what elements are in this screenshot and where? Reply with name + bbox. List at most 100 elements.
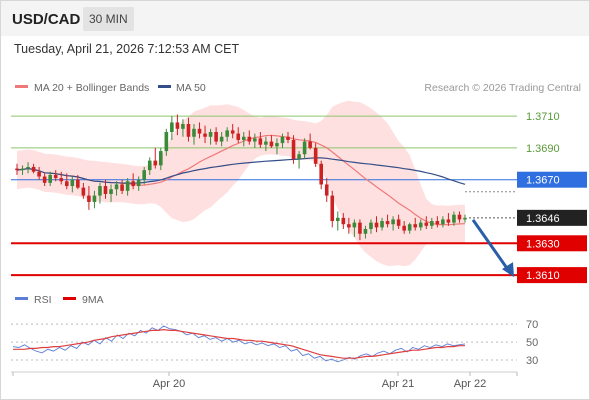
- candle-body: [103, 186, 108, 194]
- candle-body: [147, 160, 152, 171]
- timeframe-badge[interactable]: 30 MIN: [83, 7, 134, 31]
- candle: [324, 178, 329, 202]
- candle: [92, 190, 97, 209]
- ma9-legend-swatch: [63, 297, 76, 300]
- rsi-line: [12, 325, 466, 363]
- candle: [48, 171, 52, 187]
- candle: [385, 214, 390, 228]
- candle-body: [20, 168, 25, 171]
- candle: [31, 163, 36, 174]
- candle: [109, 184, 113, 202]
- candle: [413, 217, 418, 231]
- candle-body: [275, 143, 279, 147]
- candle: [241, 131, 246, 147]
- candle: [396, 214, 401, 229]
- candle: [81, 182, 86, 199]
- candle-body: [452, 214, 456, 223]
- candle: [125, 178, 130, 196]
- symbol-title: USD/CAD: [12, 11, 81, 28]
- ma50-legend-label: MA 50: [176, 82, 206, 94]
- level-label-support: 1.3610: [526, 270, 560, 282]
- candle-body: [170, 122, 174, 132]
- candle-body: [98, 186, 102, 196]
- moving-averages: [16, 134, 466, 226]
- candle: [430, 217, 434, 229]
- candle-body: [380, 221, 384, 228]
- candle-body: [391, 219, 395, 225]
- current-price-tag: [517, 209, 587, 226]
- candle-body: [407, 224, 412, 231]
- level-label-support: 1.3630: [526, 238, 560, 250]
- candle-body: [225, 130, 229, 137]
- candle-body: [374, 222, 379, 228]
- candle-body: [59, 178, 64, 182]
- candle-body: [109, 189, 113, 194]
- candle-body: [64, 181, 69, 187]
- copyright-label: Research © 2026 Trading Central: [424, 82, 581, 94]
- candle-body: [313, 147, 318, 164]
- time-tick-label: Apr 22: [454, 378, 486, 390]
- level-label-resistance: 1.3690: [526, 143, 560, 155]
- candle-body: [335, 217, 340, 222]
- candle: [330, 190, 335, 228]
- candle: [335, 211, 340, 231]
- level-label-pivot: 1.3670: [526, 175, 560, 187]
- candle-body: [208, 131, 213, 137]
- candle: [59, 171, 64, 185]
- candle-body: [413, 224, 418, 228]
- candle-body: [42, 176, 47, 183]
- candle-body: [136, 179, 141, 187]
- candle: [175, 114, 180, 136]
- candle: [352, 219, 357, 237]
- ma50-line: [16, 157, 466, 185]
- candle: [230, 124, 235, 139]
- candle: [247, 130, 252, 145]
- candle: [418, 219, 423, 231]
- rsi-panel: 70 50 30: [11, 319, 538, 367]
- time-tick-label: Apr 20: [153, 378, 185, 390]
- candle-body: [430, 221, 434, 226]
- candle: [192, 124, 196, 145]
- candle-body: [418, 222, 423, 228]
- candle-body: [81, 187, 86, 196]
- candle-body: [114, 184, 119, 190]
- candle: [446, 213, 451, 226]
- candle: [98, 182, 102, 204]
- candle-body: [125, 181, 130, 191]
- candle-body: [253, 138, 257, 142]
- candle: [452, 211, 456, 226]
- ma9-legend-label: 9MA: [82, 294, 104, 306]
- candle-body: [175, 122, 180, 129]
- candle: [363, 225, 368, 239]
- candle: [258, 131, 263, 148]
- candle-body: [87, 195, 91, 202]
- time-tick-label: Apr 21: [382, 378, 414, 390]
- candle: [264, 136, 268, 152]
- candle: [142, 166, 147, 185]
- candle: [275, 138, 279, 155]
- candle: [369, 219, 373, 234]
- candle-body: [385, 221, 390, 225]
- level-tag-pivot: [517, 171, 587, 188]
- candle-body: [181, 124, 185, 129]
- candle-body: [463, 217, 467, 220]
- rsi-legend-swatch: [15, 297, 28, 300]
- candle-body: [347, 224, 351, 228]
- bollinger-band-area: [17, 100, 465, 267]
- candle-body: [396, 219, 401, 226]
- candle-body: [247, 136, 252, 142]
- candle: [407, 222, 412, 234]
- candle-body: [369, 222, 373, 229]
- candle-body: [402, 225, 406, 231]
- candle-body: [219, 136, 224, 142]
- candle-body: [186, 124, 191, 137]
- candle-body: [269, 141, 274, 147]
- candle-body: [435, 221, 440, 225]
- forecast-arrow: [471, 218, 514, 278]
- candle: [114, 181, 119, 196]
- candle: [374, 216, 379, 233]
- candle-body: [324, 184, 329, 196]
- candle: [219, 131, 224, 147]
- candle: [87, 186, 91, 210]
- candle: [186, 117, 191, 142]
